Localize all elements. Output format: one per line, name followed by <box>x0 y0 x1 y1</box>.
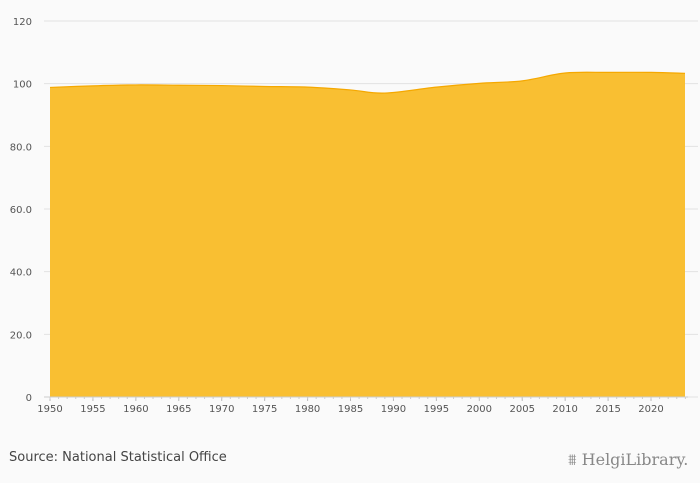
logo-text: HelgiLibrary. <box>581 450 689 469</box>
x-tick-label: 1965 <box>166 404 191 415</box>
y-tick-label: 120 <box>13 17 32 28</box>
x-tick-label: 1970 <box>209 404 234 415</box>
helgi-library-logo[interactable]: ⩩ HelgiLibrary. <box>568 450 688 470</box>
x-tick-label: 1995 <box>424 404 449 415</box>
area-chart: 0 20.0 40.0 60.0 80.0 100 120 1950 1955 1960 1965 1… <box>10 17 698 415</box>
x-tick-label: 1980 <box>295 404 320 415</box>
area-fill <box>50 72 685 397</box>
x-tick-label: 2020 <box>638 404 663 415</box>
logo-icon: ⩩ <box>568 450 577 469</box>
x-tick-label: 1950 <box>37 404 62 415</box>
y-tick-label: 60.0 <box>10 205 32 216</box>
y-tick-label: 40.0 <box>10 268 32 279</box>
x-tick-label: 1975 <box>252 404 277 415</box>
y-tick-label: 100 <box>13 80 32 91</box>
series-line <box>49 71 686 94</box>
x-tick-label: 2005 <box>510 404 535 415</box>
x-tick-label: 1960 <box>123 404 148 415</box>
x-tick-label: 2015 <box>595 404 620 415</box>
y-tick-label: 0 <box>26 393 32 404</box>
y-tick-label: 80.0 <box>10 142 32 153</box>
y-tick-label: 20.0 <box>10 330 32 341</box>
x-tick-label: 2010 <box>552 404 577 415</box>
x-tick-label: 1955 <box>80 404 105 415</box>
x-tick-label: 1985 <box>338 404 363 415</box>
x-tick-label: 2000 <box>467 404 492 415</box>
x-tick-label: 1990 <box>381 404 406 415</box>
source-note: Source: National Statistical Office <box>9 450 227 465</box>
